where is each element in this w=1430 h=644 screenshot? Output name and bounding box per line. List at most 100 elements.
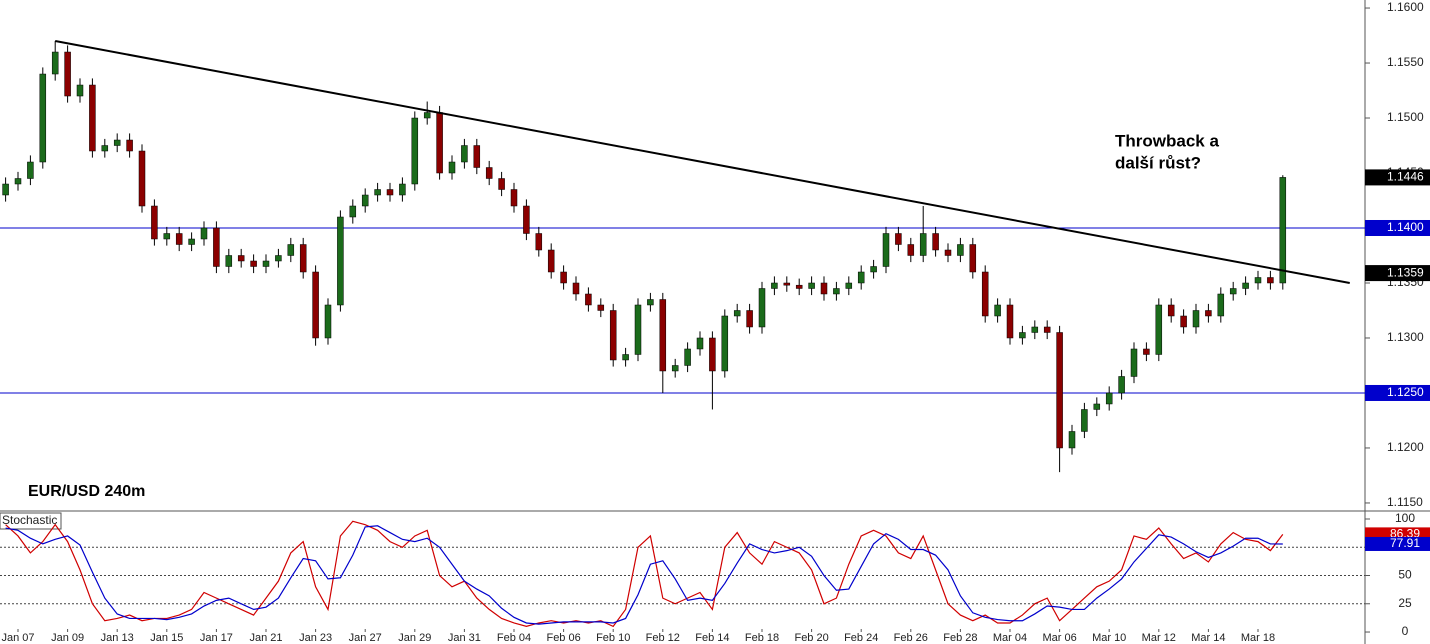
y-tick-label: 100	[1395, 511, 1415, 525]
candle-body	[746, 310, 753, 328]
candle-body	[349, 205, 357, 218]
x-tick-label: Feb 20	[794, 632, 828, 644]
x-tick-label: Jan 17	[200, 632, 233, 644]
candle-body	[1229, 288, 1237, 295]
candle-body	[597, 304, 605, 311]
candle-body	[399, 183, 406, 196]
candle-body	[188, 238, 195, 245]
candle-body	[411, 117, 419, 185]
candle-body	[337, 216, 344, 306]
candle-body	[51, 51, 59, 75]
candle-body	[1019, 332, 1026, 339]
candle-body	[2, 183, 9, 196]
candle-body	[1093, 403, 1101, 410]
candle-body	[39, 73, 47, 163]
y-tick-label: 0	[1402, 624, 1409, 638]
candle-body	[76, 84, 84, 97]
candle-body	[101, 145, 109, 152]
candle-body	[969, 244, 977, 273]
price-label: 1.1446	[1387, 170, 1424, 184]
candle-body	[27, 161, 34, 179]
candle-body	[709, 337, 716, 372]
x-tick-label: Jan 15	[150, 632, 183, 644]
candle-body	[461, 145, 468, 163]
stochastic-line	[5, 520, 1284, 628]
candle-body	[919, 233, 927, 256]
candle-body	[175, 233, 183, 245]
candle-body	[609, 310, 617, 361]
candle-body	[1167, 304, 1175, 317]
candle-body	[89, 84, 96, 152]
value-label-box	[1365, 536, 1430, 551]
panel-label-box	[0, 512, 62, 530]
candle-body	[1068, 431, 1076, 449]
candle-body	[250, 260, 257, 267]
price-label: 1.1400	[1387, 220, 1424, 234]
candle-body	[510, 189, 518, 207]
candle-body	[126, 139, 133, 152]
candle-body	[634, 304, 642, 355]
x-tick-label: Mar 06	[1042, 632, 1076, 644]
candle-body	[498, 178, 505, 190]
x-tick-label: Feb 24	[844, 632, 878, 644]
candle-body	[622, 354, 629, 361]
x-tick-label: Jan 29	[398, 632, 431, 644]
x-tick-label: Mar 04	[993, 632, 1027, 644]
stochastic-line	[5, 525, 1283, 625]
candle-body	[572, 282, 580, 295]
x-tick-label: Jan 07	[1, 632, 34, 644]
candle-body	[1217, 293, 1225, 317]
candle-body	[659, 299, 667, 372]
candle-body	[795, 284, 803, 289]
candle-body	[783, 282, 791, 286]
candle-body	[523, 205, 530, 234]
candle-body	[585, 293, 592, 306]
candle-body	[1155, 304, 1163, 355]
candle-body	[1056, 332, 1063, 449]
candle-body	[485, 167, 493, 179]
candle-body	[733, 310, 741, 317]
candle-body	[163, 233, 171, 240]
x-tick-label: Feb 28	[943, 632, 977, 644]
candle-body	[151, 205, 158, 240]
x-tick-label: Mar 18	[1241, 632, 1275, 644]
candle-body	[324, 304, 332, 339]
candle-body	[1006, 304, 1014, 339]
candle-body	[448, 161, 456, 174]
y-tick-label: 1.1550	[1387, 55, 1424, 69]
candle-body	[1267, 277, 1274, 284]
candle-body	[696, 337, 704, 350]
candle-body	[560, 271, 567, 284]
candle-body	[1130, 348, 1138, 377]
candle-body	[833, 288, 840, 295]
candle-body	[907, 244, 915, 256]
candle-body	[1143, 348, 1150, 355]
candle-body	[1242, 282, 1249, 289]
candle-body	[113, 139, 121, 146]
x-tick-label: Jan 21	[249, 632, 282, 644]
candle-body	[1031, 326, 1039, 333]
candle-body	[287, 244, 295, 256]
candle-body	[374, 189, 381, 196]
y-tick-label: 1.1300	[1387, 330, 1424, 344]
x-tick-label: Jan 09	[51, 632, 84, 644]
annotation: Throwback a	[1115, 131, 1219, 150]
x-tick-label: Mar 12	[1142, 632, 1176, 644]
price-label-box	[1365, 265, 1430, 282]
candle-body	[473, 145, 481, 168]
x-tick-label: Feb 18	[745, 632, 779, 644]
x-tick-label: Feb 04	[497, 632, 531, 644]
x-tick-label: Jan 27	[349, 632, 382, 644]
candle-body	[758, 288, 766, 328]
y-tick-label: 1.1600	[1387, 0, 1424, 14]
y-tick-label: 25	[1398, 596, 1412, 610]
candle-body	[14, 178, 22, 185]
price-label: 1.1250	[1387, 385, 1424, 399]
candle-body	[994, 304, 1001, 317]
annotation: další růst?	[1115, 153, 1201, 172]
candle-body	[386, 189, 394, 196]
candle-body	[1279, 177, 1287, 284]
candle-body	[647, 299, 654, 306]
x-tick-label: Jan 31	[448, 632, 481, 644]
